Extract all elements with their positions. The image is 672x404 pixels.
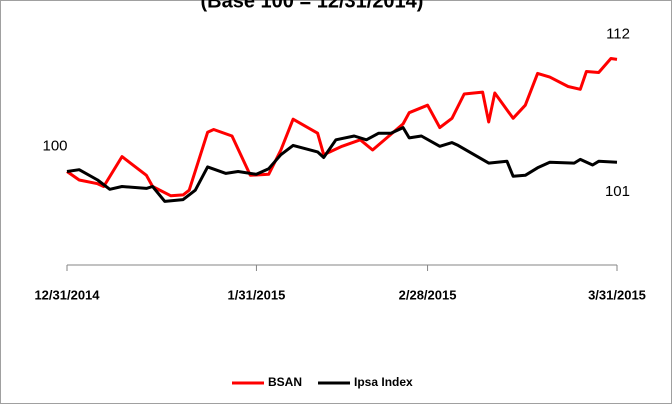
x-tick-label: 12/31/2014 [34, 287, 100, 302]
annotation: 112 [606, 25, 630, 42]
x-tick-label: 3/31/2015 [588, 287, 646, 302]
line-series [66, 57, 618, 198]
annotation: 100 [42, 138, 67, 155]
annotation: 101 [605, 183, 630, 200]
x-tick-label: 1/31/2015 [228, 287, 286, 302]
line-series [66, 126, 618, 203]
legend-label: Ipsa Index [354, 375, 413, 389]
x-tick-label: 2/28/2015 [399, 287, 457, 302]
chart-title: (Base 100 = 12/31/2014) [201, 0, 424, 12]
legend-label: BSAN [268, 375, 302, 389]
